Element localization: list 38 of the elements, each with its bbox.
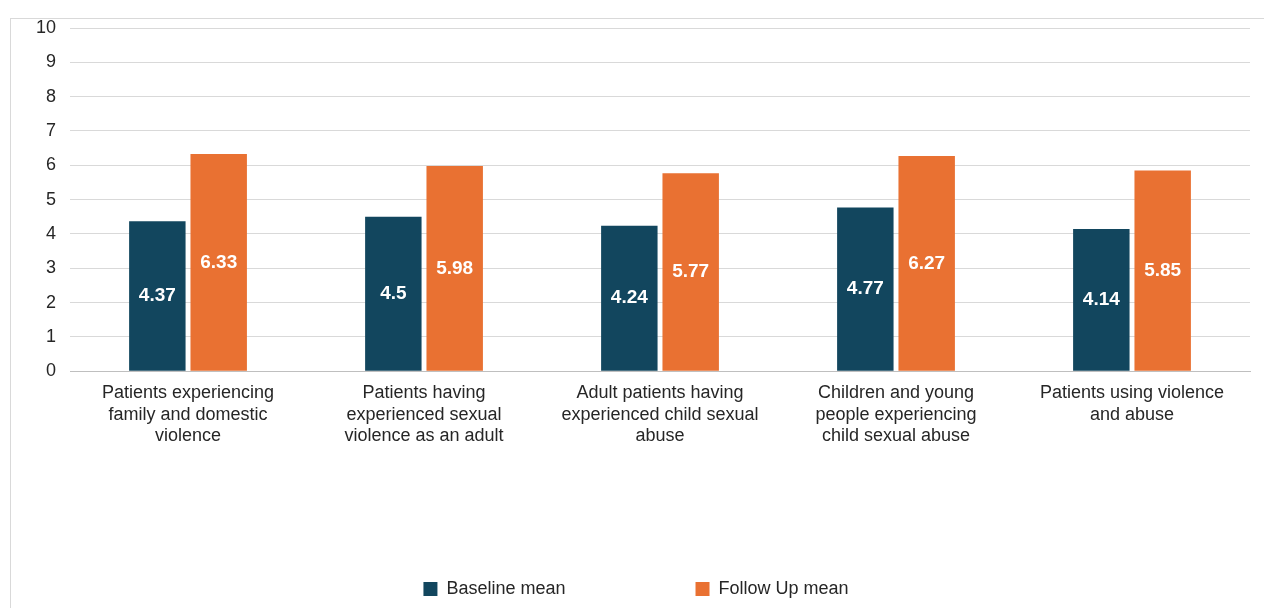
data-label: 6.27: [908, 251, 946, 273]
data-label: 6.33: [200, 250, 238, 272]
data-label: 4.5: [380, 281, 407, 303]
y-tick-label: 8: [46, 85, 57, 106]
x-tick-label: Patients experiencing family and domestic violence: [101, 381, 275, 446]
x-tick-label: Patients having experienced sexual violence as an adult: [344, 381, 504, 446]
data-label: 4.77: [846, 277, 884, 299]
x-tick-label: Adult patients having experienced child sexual abuse: [561, 381, 759, 446]
x-tick-label: Patients using violence and abuse: [1039, 381, 1225, 424]
y-tick-label: 6: [46, 154, 57, 175]
y-tick-label: 9: [46, 51, 57, 72]
y-tick-label: 2: [46, 291, 57, 312]
x-tick-label: Children and young people experiencing child sexual abuse: [815, 381, 977, 446]
y-tick-label: 1: [46, 325, 57, 346]
bar: [662, 173, 719, 371]
bar: [898, 156, 955, 371]
bar: [1134, 170, 1191, 371]
data-label: 5.98: [436, 256, 474, 278]
data-label: 4.14: [1082, 288, 1121, 310]
data-label: 4.37: [138, 284, 176, 306]
legend-label: Baseline mean: [446, 577, 566, 598]
y-tick-label: 0: [46, 360, 57, 381]
bar: [601, 225, 658, 371]
data-label: 4.24: [610, 286, 649, 308]
bar: [365, 216, 422, 371]
bar: [426, 165, 483, 371]
y-tick-label: 10: [35, 16, 57, 37]
bar: [837, 207, 894, 371]
bar: [1073, 229, 1130, 371]
legend-label: Follow Up mean: [718, 577, 849, 598]
y-tick-label: 4: [46, 222, 57, 243]
y-tick-label: 3: [46, 257, 57, 278]
y-tick-label: 5: [46, 188, 57, 209]
data-label: 5.85: [1144, 258, 1182, 280]
bar: [129, 221, 186, 371]
data-label: 5.77: [672, 260, 710, 282]
y-tick-label: 7: [46, 119, 57, 140]
bar: [190, 153, 247, 371]
